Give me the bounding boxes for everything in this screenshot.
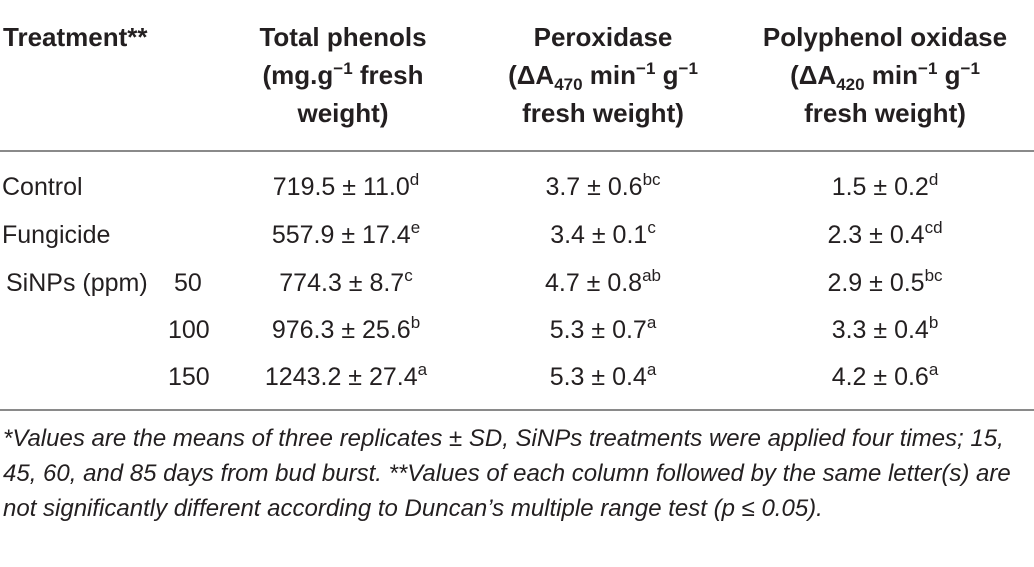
ppo-value: 2.3 ± 0.4cd [827, 218, 943, 249]
phenols-value: 1243.2 ± 27.4a [264, 360, 428, 391]
table-footnote: *Values are the means of three replicate… [3, 425, 1011, 522]
header-polyphenol-oxidase: Polyphenol oxidase (ΔA420 min−1 g−1 fres… [740, 18, 1030, 132]
header-ppo-line3: fresh weight) [804, 98, 966, 128]
ppo-value: 3.3 ± 0.4b [831, 313, 939, 344]
header-treatment: Treatment** [3, 22, 148, 52]
phenols-value: 976.3 ± 25.6b [271, 313, 421, 344]
row-dose: 100 [168, 316, 210, 344]
peroxidase-value: 3.7 ± 0.6bc [545, 170, 661, 201]
header-ppo-line1: Polyphenol oxidase [762, 22, 1008, 52]
phenols-value: 719.5 ± 11.0d [272, 170, 420, 201]
header-divider [0, 150, 1034, 152]
ppo-value: 1.5 ± 0.2d [831, 170, 939, 201]
phenols-value: 774.3 ± 8.7c [279, 266, 413, 297]
ppo-value: 2.9 ± 0.5bc [827, 266, 943, 297]
phenols-value: 557.9 ± 17.4e [271, 218, 421, 249]
header-phenols-line1: Total phenols [259, 22, 427, 52]
peroxidase-value: 4.7 ± 0.8ab [544, 266, 662, 297]
header-phenols-line3: weight) [297, 98, 389, 128]
row-label: Control [2, 173, 83, 201]
peroxidase-value: 5.3 ± 0.4a [549, 360, 657, 391]
table-bottom-divider [0, 409, 1034, 411]
row-label: SiNPs (ppm) [6, 269, 148, 297]
peroxidase-value: 3.4 ± 0.1c [550, 218, 656, 249]
header-total-phenols: Total phenols (mg.g−1 fresh weight) [226, 18, 460, 132]
header-ppo-line2: (ΔA420 min−1 g−1 [790, 59, 980, 94]
row-dose: 150 [168, 363, 210, 391]
row-dose: 50 [174, 269, 202, 297]
header-peroxidase-line2: (ΔA470 min−1 g−1 [508, 59, 698, 94]
header-peroxidase-line3: fresh weight) [522, 98, 684, 128]
header-phenols-line2: (mg.g−1 fresh [262, 59, 424, 90]
ppo-value: 4.2 ± 0.6a [831, 360, 939, 391]
header-peroxidase-line1: Peroxidase [533, 22, 673, 52]
row-label: Fungicide [2, 221, 111, 249]
peroxidase-value: 5.3 ± 0.7a [549, 313, 657, 344]
header-peroxidase: Peroxidase (ΔA470 min−1 g−1 fresh weight… [468, 18, 738, 132]
